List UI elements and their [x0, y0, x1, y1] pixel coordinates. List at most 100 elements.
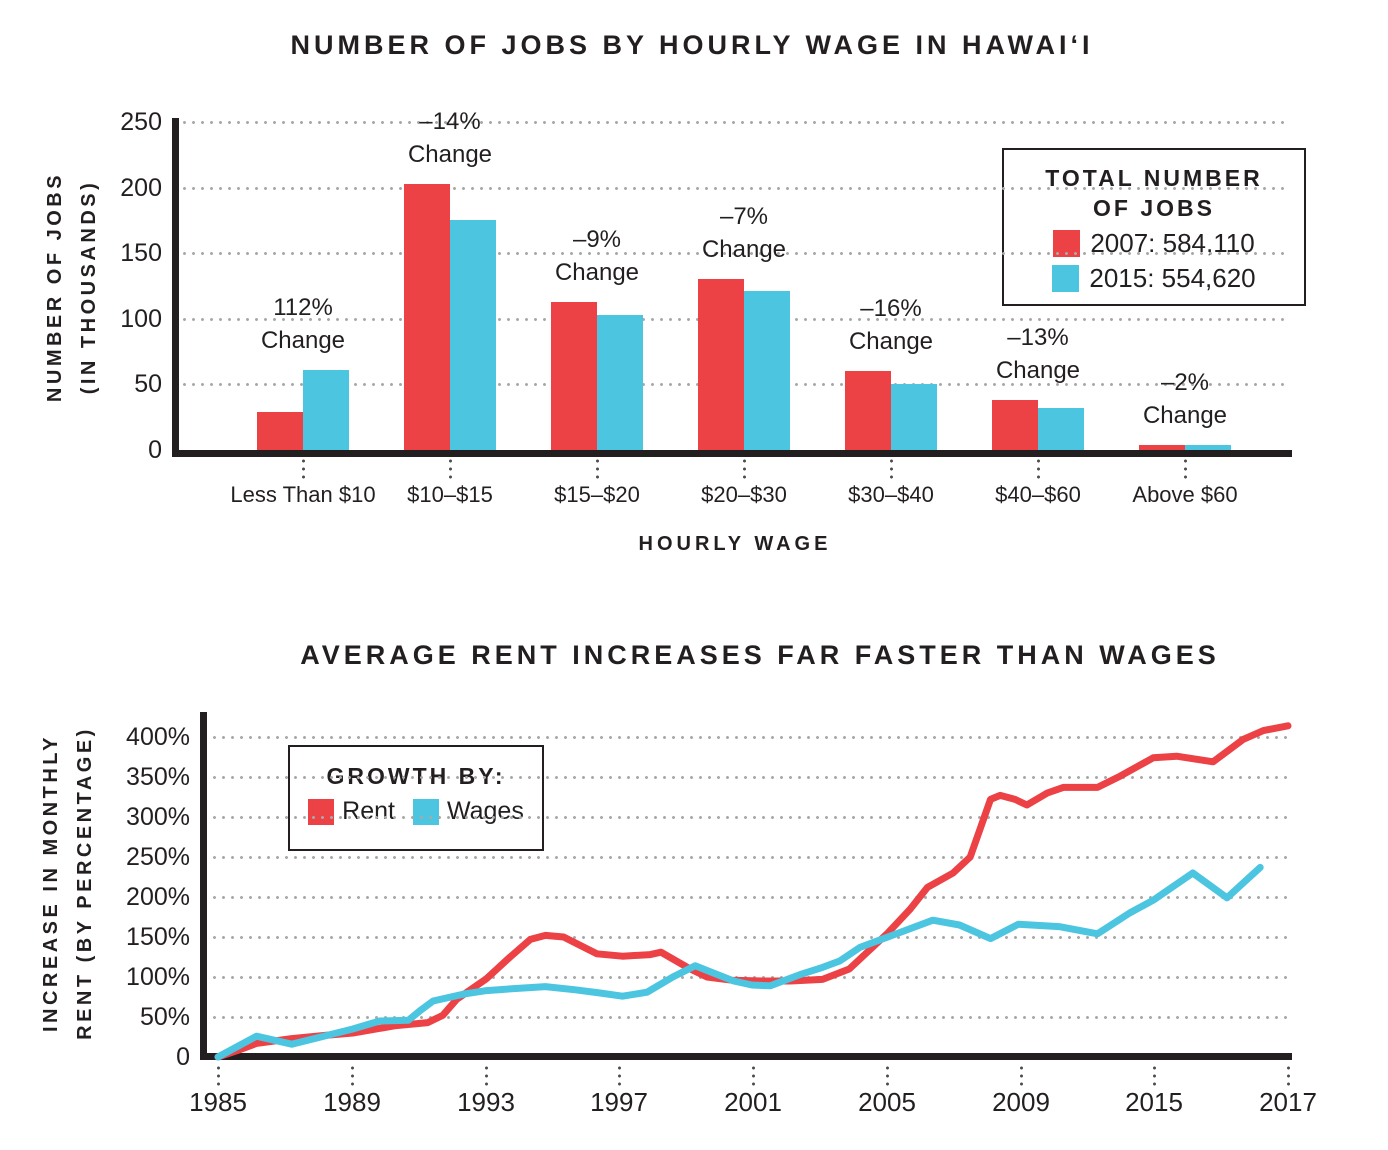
bar-2015 — [450, 220, 496, 450]
change-annotation-percent: –7% — [719, 203, 769, 230]
line-chart-title: AVERAGE RENT INCREASES FAR FASTER THAN W… — [300, 640, 1220, 670]
bar-chart-category-label: $20–$30 — [701, 482, 787, 507]
line-chart-y-tick-label: 200% — [126, 883, 190, 911]
change-annotation-percent: –16% — [860, 295, 922, 322]
line-chart-x-tick-label: 1993 — [457, 1087, 515, 1117]
wages-line — [214, 863, 1264, 1061]
legend-swatch-rent — [308, 798, 335, 825]
bar-chart-y-axis-line — [172, 118, 179, 454]
line-chart-x-tick — [1020, 1064, 1023, 1087]
rent-line — [214, 722, 1292, 1061]
bar-chart-y-tick-label: 0 — [148, 436, 162, 464]
bar-chart-y-axis-label: NUMBER OF JOBS (IN THOUSANDS) — [38, 117, 106, 457]
bar-2015 — [1038, 408, 1084, 450]
bar-2007 — [1139, 445, 1185, 450]
bar-chart-x-tick — [302, 457, 305, 480]
bar-chart-legend: TOTAL NUMBER OF JOBS 2007: 584,110 2015:… — [1002, 148, 1306, 306]
bar-chart-category-label: $40–$60 — [995, 482, 1081, 507]
bar-chart-x-tick — [449, 457, 452, 480]
line-chart-gridline — [210, 856, 1290, 859]
bar-chart-title: NUMBER OF JOBS BY HOURLY WAGE IN HAWAIʻI — [290, 30, 1094, 60]
bar-chart-category-label: $30–$40 — [848, 482, 934, 507]
bar-chart-x-tick — [890, 457, 893, 480]
bar-chart-y-tick-label: 250 — [120, 108, 162, 136]
line-chart-plot — [214, 722, 1292, 1061]
bar-chart-y-tick-label: 200 — [120, 174, 162, 202]
bar-2007 — [257, 412, 303, 450]
bar-chart-x-tick — [743, 457, 746, 480]
bar-2007 — [404, 184, 450, 450]
bar-chart-gridline — [180, 252, 1288, 255]
bar-chart-y-tick-label: 50 — [134, 370, 162, 398]
bar-chart-x-axis-title: HOURLY WAGE — [638, 533, 832, 555]
change-annotation-word: Change — [848, 328, 934, 355]
bar-chart-legend-title-line2: OF JOBS — [1093, 195, 1215, 221]
change-annotation-word: Change — [995, 357, 1081, 384]
line-chart-gridline — [210, 816, 1290, 819]
bar-chart-category-label: Above $60 — [1132, 482, 1238, 507]
line-chart-x-tick-label: 2005 — [858, 1087, 916, 1117]
line-chart-x-tick — [217, 1064, 220, 1087]
bar-chart-y-axis-label-line1: NUMBER OF JOBS — [44, 171, 66, 403]
line-chart-y-tick-label: 300% — [126, 803, 190, 831]
line-chart-x-tick — [618, 1064, 621, 1087]
change-annotation-percent: –14% — [419, 108, 481, 135]
bar-chart-x-axis-line — [172, 450, 1292, 457]
change-annotation-word: Change — [407, 141, 493, 168]
bar-2007 — [992, 400, 1038, 450]
bar-chart-y-tick-label: 100 — [120, 305, 162, 333]
change-annotation-percent: –13% — [1007, 324, 1069, 351]
line-chart-gridline — [210, 1016, 1290, 1019]
bar-chart-x-tick — [1037, 457, 1040, 480]
bar-chart-x-tick — [1184, 457, 1187, 480]
legend-swatch-2015 — [1052, 265, 1080, 292]
line-chart-x-tick — [485, 1064, 488, 1087]
change-annotation-word: Change — [701, 236, 787, 263]
bar-chart-gridline — [180, 187, 1288, 190]
line-chart-x-tick-label: 2015 — [1125, 1087, 1183, 1117]
line-chart-x-tick-label: 1989 — [323, 1087, 381, 1117]
bar-2015 — [597, 315, 643, 450]
change-annotation-percent: 112% — [273, 294, 333, 321]
line-chart-y-tick-label: 0 — [176, 1043, 190, 1071]
bar-chart-legend-title-line1: TOTAL NUMBER — [1045, 165, 1263, 191]
change-annotation-word: Change — [260, 327, 346, 354]
bar-2015 — [303, 370, 349, 450]
bar-2015 — [744, 291, 790, 450]
bar-chart-x-tick — [596, 457, 599, 480]
bar-2015 — [891, 384, 937, 450]
line-chart-x-tick — [752, 1064, 755, 1087]
bar-chart-category-label: Less Than $10 — [230, 482, 376, 507]
change-annotation-word: Change — [554, 259, 640, 286]
line-chart-y-tick-label: 100% — [126, 963, 190, 991]
line-chart-y-tick-label: 400% — [126, 723, 190, 751]
line-chart-gridline — [210, 776, 1290, 779]
line-chart-gridline — [210, 736, 1290, 739]
line-chart-y-tick-label: 50% — [139, 1003, 190, 1031]
line-chart-x-tick — [351, 1064, 354, 1087]
bar-chart-category-label: $15–$20 — [554, 482, 640, 507]
bar-chart-category-label: $10–$15 — [407, 482, 493, 507]
line-chart-gridline — [210, 936, 1290, 939]
legend-swatch-wages — [412, 798, 439, 825]
line-chart-x-tick-label: 2017 — [1259, 1087, 1317, 1117]
line-chart-x-tick — [1287, 1064, 1290, 1087]
line-chart-y-tick-label: 250% — [126, 843, 190, 871]
line-chart-x-axis-line — [200, 1053, 1292, 1060]
bar-2015 — [1185, 445, 1231, 450]
line-chart-gridline — [210, 896, 1290, 899]
bar-chart-gridline — [180, 121, 1288, 124]
line-chart-x-tick-label: 1997 — [590, 1087, 648, 1117]
change-annotation-percent: –9% — [572, 226, 622, 253]
legend-label-2015: 2015: 554,620 — [1089, 263, 1256, 293]
line-chart-x-tick-label: 1985 — [189, 1087, 247, 1117]
change-annotation-word: Change — [1142, 402, 1228, 429]
line-chart-y-axis-label-line1: INCREASE IN MONTHLY — [40, 734, 62, 1033]
line-chart-y-tick-label: 150% — [126, 923, 190, 951]
line-chart-x-tick-label: 2009 — [992, 1087, 1050, 1117]
bar-chart-y-axis-label-line2: (IN THOUSANDS) — [78, 179, 100, 395]
line-chart-x-tick — [886, 1064, 889, 1087]
legend-label-wages: Wages — [446, 797, 524, 825]
line-chart-legend: GROWTH BY: Rent Wages — [288, 745, 544, 851]
